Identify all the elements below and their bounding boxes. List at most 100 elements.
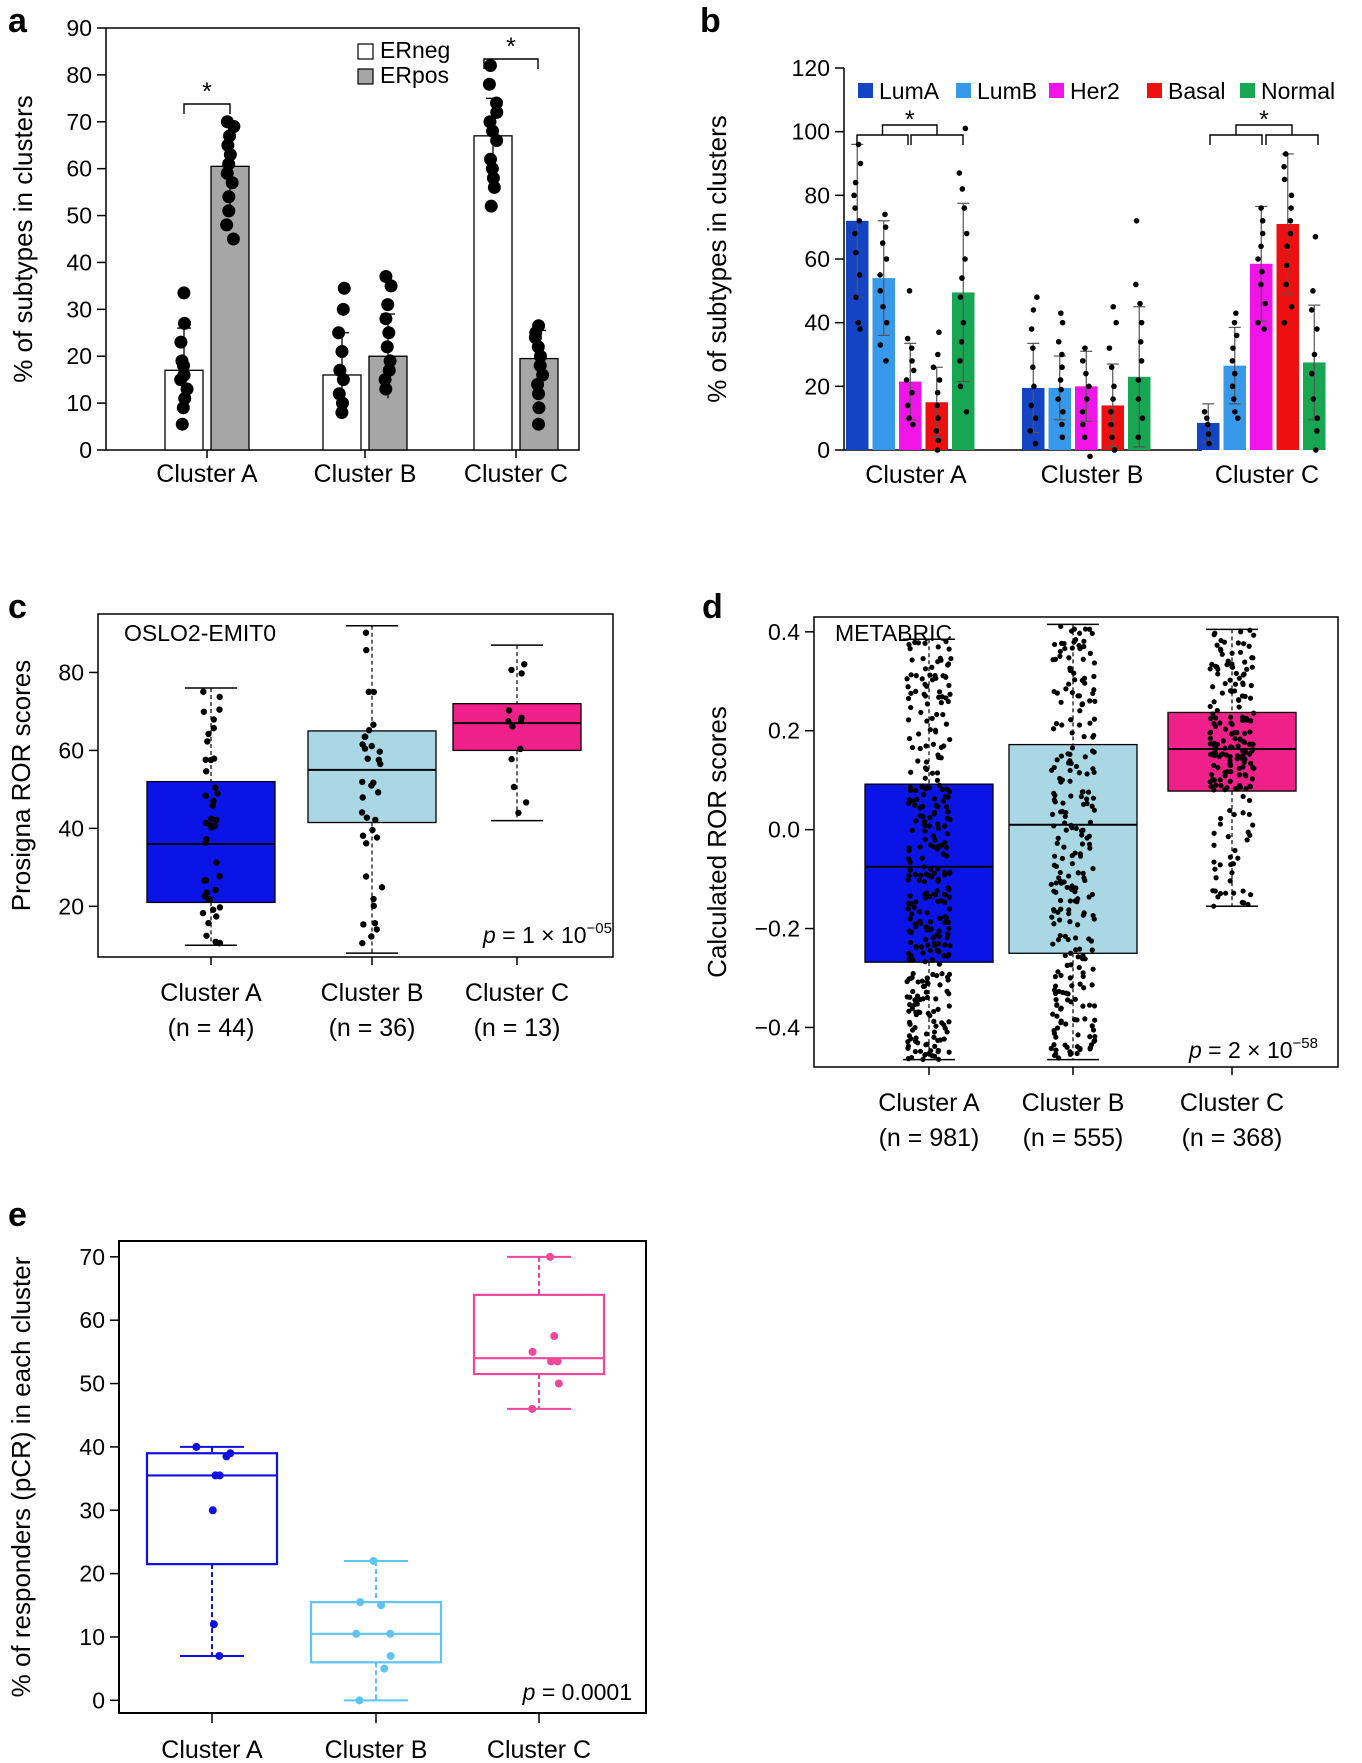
y-tick-label-e: 60 — [79, 1307, 105, 1333]
data-point-b — [852, 179, 859, 186]
data-point-d — [911, 904, 917, 911]
data-point-b — [1258, 281, 1264, 288]
data-point-d — [905, 695, 912, 702]
data-point-b — [1308, 307, 1315, 313]
data-point-d — [922, 823, 928, 829]
data-point-d — [1242, 730, 1248, 737]
data-point-b — [959, 275, 965, 281]
data-point-c — [205, 919, 212, 927]
data-point-b — [1287, 218, 1294, 224]
data-point-d — [1057, 932, 1063, 939]
data-point-b — [855, 319, 862, 326]
data-point-b — [904, 335, 911, 342]
data-point-d — [935, 866, 941, 872]
data-point-d — [935, 1006, 941, 1012]
data-point-d — [946, 870, 953, 876]
data-point-d — [1057, 917, 1063, 923]
data-point-d — [1232, 786, 1239, 792]
data-point-b — [1230, 396, 1237, 402]
y-tick-label-b: 120 — [792, 55, 830, 81]
data-point-d — [1089, 803, 1095, 809]
data-point-c — [205, 730, 212, 738]
data-point-d — [906, 845, 912, 851]
data-point-d — [904, 676, 910, 682]
data-point-d — [1229, 721, 1235, 727]
data-point-d — [1066, 681, 1072, 687]
data-point-d — [924, 927, 930, 933]
data-point-b — [1059, 434, 1066, 441]
data-point-d — [938, 744, 944, 751]
data-point-c — [210, 716, 217, 723]
data-point-d — [1051, 823, 1057, 829]
data-point-d — [1067, 898, 1073, 904]
data-point-d — [943, 638, 949, 645]
p-value-letter: p — [522, 1679, 536, 1705]
data-point-d — [920, 983, 927, 990]
data-point-d — [921, 864, 927, 870]
data-point-c — [370, 721, 377, 728]
x-tick-label-b: Cluster C — [1215, 461, 1319, 489]
data-point-c — [206, 896, 213, 903]
data-point-d — [924, 994, 930, 1001]
y-tick-label-c: 60 — [58, 737, 84, 763]
data-point-b — [1032, 440, 1039, 447]
panel-label-c: c — [8, 588, 27, 626]
data-point-d — [1065, 936, 1071, 943]
data-point-d — [942, 919, 948, 926]
data-point-d — [1247, 695, 1254, 701]
data-point-d — [1245, 829, 1251, 835]
data-point-d — [1079, 832, 1085, 838]
data-point-a — [532, 401, 546, 415]
data-point-d — [1247, 718, 1253, 724]
data-point-d — [1052, 792, 1058, 799]
data-point-d — [1091, 660, 1098, 666]
data-point-d — [946, 894, 952, 900]
data-point-d — [931, 1018, 937, 1024]
data-point-a — [222, 190, 236, 204]
data-point-d — [912, 1038, 919, 1044]
data-point-e — [352, 1629, 361, 1638]
data-point-b — [1281, 176, 1288, 183]
bar-b-LumA — [846, 220, 869, 450]
data-point-b — [934, 402, 941, 409]
data-point-d — [1053, 1047, 1059, 1053]
data-point-e — [547, 1357, 556, 1366]
data-point-d — [1068, 717, 1074, 723]
data-point-d — [1067, 885, 1074, 891]
data-point-c — [368, 933, 375, 940]
data-point-d — [1241, 641, 1247, 647]
data-point-d — [1218, 647, 1224, 653]
data-point-d — [1053, 997, 1059, 1003]
data-point-d — [913, 673, 919, 679]
data-point-d — [1240, 672, 1246, 678]
data-point-c — [368, 782, 375, 789]
data-point-d — [1247, 729, 1253, 735]
y-tick-label-b: 100 — [792, 119, 830, 145]
data-point-d — [1054, 840, 1060, 846]
data-point-b — [1113, 319, 1119, 326]
data-point-d — [935, 825, 941, 831]
data-point-d — [915, 979, 921, 985]
data-point-b — [1288, 303, 1295, 310]
data-point-b — [1313, 447, 1319, 453]
box-e — [472, 1293, 606, 1376]
data-point-e — [550, 1332, 559, 1341]
data-point-d — [909, 1005, 915, 1012]
data-point-d — [1246, 797, 1253, 804]
data-point-d — [1087, 650, 1093, 656]
data-point-c — [213, 816, 220, 824]
data-point-d — [1089, 947, 1095, 953]
data-point-d — [1071, 626, 1077, 632]
data-point-d — [939, 786, 946, 793]
data-point-d — [937, 1037, 944, 1043]
data-point-d — [931, 1034, 937, 1040]
data-point-c — [213, 859, 220, 866]
data-point-d — [922, 640, 928, 646]
y-tick-label-a: 0 — [79, 437, 92, 463]
data-point-d — [921, 691, 927, 697]
data-point-d — [905, 717, 912, 723]
data-point-d — [1211, 842, 1217, 848]
data-point-b — [1314, 428, 1320, 434]
data-point-d — [946, 789, 953, 795]
data-point-d — [927, 727, 933, 733]
